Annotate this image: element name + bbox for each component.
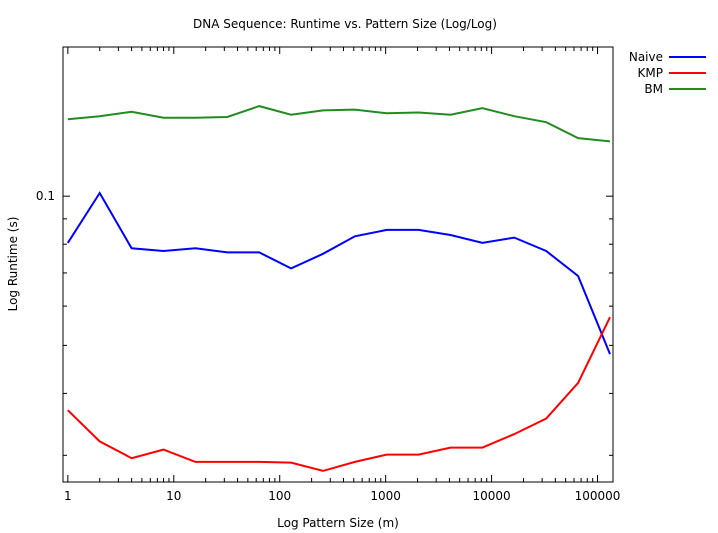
x-tick-labels: 1 10 100 1000 10000 100000 — [64, 489, 620, 503]
legend-label-bm: BM — [644, 82, 663, 96]
series-line-naive — [66, 191, 611, 355]
series-line-bm — [67, 105, 611, 143]
legend: Naive KMP BM — [629, 50, 706, 96]
x-tick-label: 100000 — [575, 489, 621, 503]
x-tick-label: 10 — [166, 489, 181, 503]
legend-label-kmp: KMP — [638, 66, 663, 80]
plot-frame — [62, 46, 614, 483]
chart-title: DNA Sequence: Runtime vs. Pattern Size (… — [193, 17, 497, 31]
series-line-kmp — [67, 316, 611, 472]
series-lines — [66, 105, 611, 472]
axis-ticks — [62, 46, 613, 482]
x-tick-label: 1 — [64, 489, 72, 503]
y-tick-label: 0.1 — [36, 189, 55, 203]
legend-label-naive: Naive — [629, 50, 663, 64]
x-tick-label: 100 — [268, 489, 291, 503]
y-tick-labels: 0.1 — [36, 189, 55, 203]
x-tick-label: 10000 — [472, 489, 510, 503]
x-tick-label: 1000 — [370, 489, 401, 503]
y-axis-label: Log Runtime (s) — [6, 217, 20, 312]
x-axis-label: Log Pattern Size (m) — [277, 516, 399, 530]
